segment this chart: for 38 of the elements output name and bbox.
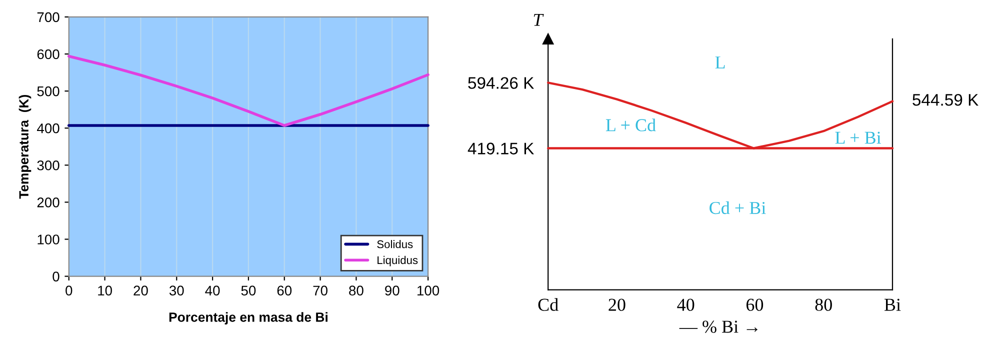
legend-label: Solidus: [377, 240, 413, 248]
y-tick-label: 0: [52, 272, 60, 282]
x-axis-title: — % Bi →: [679, 320, 758, 333]
annotation: 544.59 K: [912, 94, 978, 106]
x-tick-label: 100: [418, 286, 440, 296]
legend-label: Liquidus: [378, 256, 418, 266]
annotation: L + Cd: [606, 118, 656, 132]
y-tick-label: 400: [37, 123, 60, 134]
x-tick-label: Bi: [884, 298, 901, 311]
x-tick-label: Cd: [538, 298, 558, 311]
y-tick-label: 500: [37, 86, 60, 96]
y-tick-label: 300: [37, 160, 60, 170]
y-tick-label: 200: [37, 198, 60, 208]
x-tick-label: 60: [277, 286, 292, 296]
annotation: L + Bi: [835, 132, 882, 144]
y-tick-label: 600: [37, 49, 60, 60]
x-tick-label: 20: [608, 298, 626, 311]
y-tick-label: 100: [38, 234, 60, 244]
y-tick-label: 700: [37, 12, 60, 22]
x-tick-label: 80: [349, 286, 364, 296]
y-axis-title: T: [534, 14, 544, 26]
x-tick-label: 60: [746, 298, 764, 311]
x-axis-title: Porcentaje en masa de Bi: [169, 312, 328, 324]
x-tick-label: 90: [385, 286, 400, 296]
x-tick-label: 0: [66, 286, 72, 296]
x-tick-label: 30: [169, 286, 184, 296]
y-tick-label: 419.15 K: [468, 142, 534, 154]
annotation: Cd + Bi: [710, 201, 766, 214]
y-tick-label: 594.26 K: [468, 77, 534, 89]
x-tick-label: 80: [815, 298, 832, 311]
x-tick-label: 10: [98, 286, 112, 296]
x-tick-label: 50: [241, 286, 256, 296]
x-tick-label: 40: [677, 298, 694, 311]
x-tick-label: 20: [134, 286, 148, 296]
x-tick-label: 70: [313, 286, 328, 296]
annotation: L: [715, 56, 725, 68]
y-axis-title: Temperatura (K): [18, 94, 32, 199]
x-tick-label: 40: [205, 286, 220, 296]
